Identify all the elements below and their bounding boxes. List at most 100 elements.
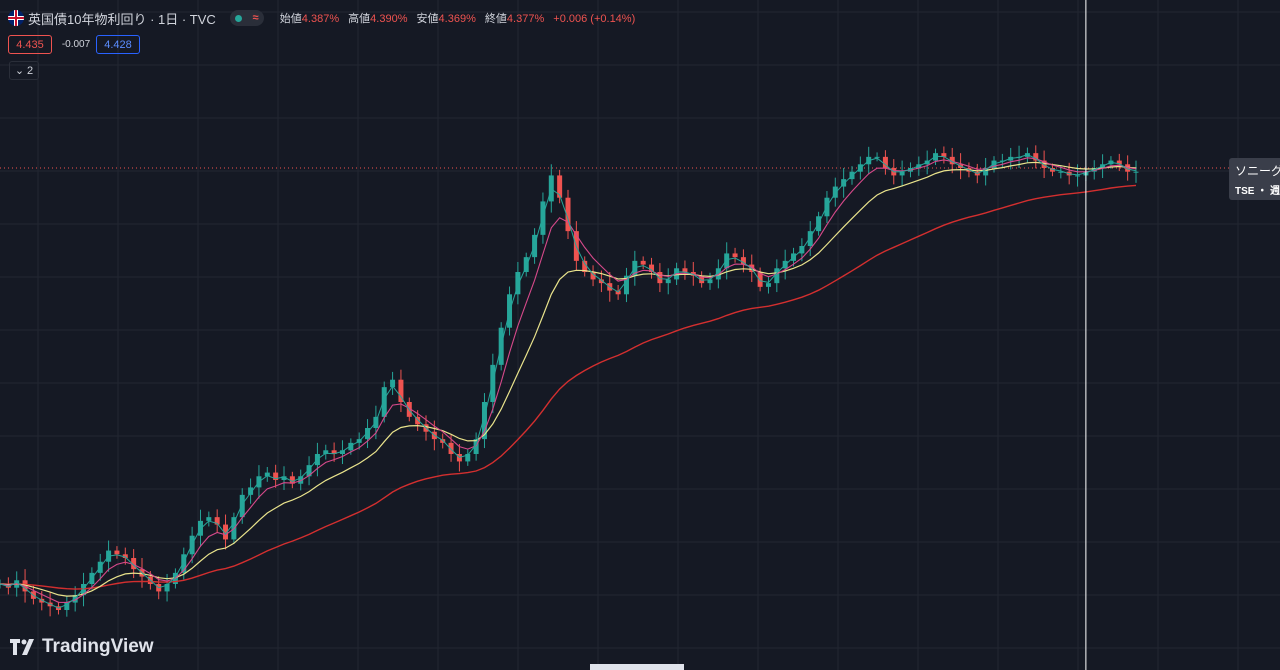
candle-body bbox=[465, 454, 471, 462]
candle-body bbox=[933, 153, 939, 161]
candle-body bbox=[114, 550, 120, 555]
candle-body bbox=[665, 279, 671, 284]
market-open-icon bbox=[235, 14, 243, 22]
low-value: 4.369% bbox=[438, 13, 476, 25]
candle-body bbox=[264, 472, 270, 477]
candle-body bbox=[339, 450, 345, 454]
ma-mid-line bbox=[0, 157, 1137, 603]
candle-body bbox=[807, 231, 813, 246]
candle-body bbox=[448, 442, 454, 454]
candle-body bbox=[415, 416, 421, 425]
candle-body bbox=[72, 595, 78, 603]
tradingview-logo[interactable]: TradingView bbox=[10, 636, 154, 658]
candle-body bbox=[757, 272, 763, 287]
indicator-count: 2 bbox=[27, 64, 34, 77]
candle-body bbox=[381, 387, 387, 417]
candle-body bbox=[557, 175, 563, 198]
candle-body bbox=[64, 602, 70, 610]
candle-body bbox=[223, 524, 229, 540]
candle-body bbox=[122, 554, 128, 558]
candle-body bbox=[999, 160, 1005, 162]
candle-body bbox=[765, 283, 771, 287]
candle-body bbox=[398, 379, 404, 402]
candle-body bbox=[841, 179, 847, 187]
candle-body bbox=[582, 260, 588, 272]
candle-body bbox=[649, 264, 655, 272]
candle-body bbox=[540, 201, 546, 235]
candle-body bbox=[1075, 175, 1081, 177]
candle-body bbox=[899, 171, 905, 176]
candle-body bbox=[81, 584, 87, 596]
buy-price-button[interactable]: 4.428 bbox=[96, 35, 140, 54]
spread-value: -0.007 bbox=[61, 38, 91, 50]
candle-body bbox=[774, 268, 780, 284]
candle-body bbox=[131, 558, 137, 570]
candle-body bbox=[481, 402, 487, 440]
chevron-down-icon: ⌄ bbox=[14, 65, 25, 77]
close-label: 終値 bbox=[484, 13, 507, 25]
candle-body bbox=[1116, 160, 1122, 165]
market-status-pill[interactable]: ≈ bbox=[229, 10, 264, 26]
candle-body bbox=[289, 476, 295, 484]
time-axis-highlight bbox=[590, 664, 684, 670]
high-label: 高値 bbox=[348, 13, 371, 25]
tooltip-exchange: TSE ・ 週 bbox=[1235, 186, 1280, 197]
candle-body bbox=[181, 554, 187, 573]
candle-body bbox=[832, 186, 838, 198]
candle-body bbox=[473, 439, 479, 454]
candle-body bbox=[1125, 164, 1131, 172]
sell-price-button[interactable]: 4.435 bbox=[8, 35, 52, 54]
candle-body bbox=[682, 268, 688, 272]
candle-body bbox=[724, 253, 730, 269]
logo-text: TradingView bbox=[42, 636, 154, 657]
ohlc-readout: 始値4.387% 高値4.390% 安値4.369% 終値4.377% +0.0… bbox=[280, 10, 641, 26]
candle-body bbox=[657, 272, 663, 284]
candle-body bbox=[598, 279, 604, 284]
change-value: +0.006 (+0.14%) bbox=[553, 13, 636, 25]
candle-body bbox=[732, 253, 738, 258]
candle-body bbox=[1033, 153, 1039, 161]
high-value: 4.390% bbox=[370, 13, 408, 25]
close-value: 4.377% bbox=[506, 13, 545, 25]
ma-long-line bbox=[0, 184, 1137, 590]
candle-body bbox=[323, 450, 329, 454]
open-value: 4.387% bbox=[301, 13, 340, 25]
candle-body bbox=[164, 584, 170, 592]
candle-body bbox=[348, 442, 354, 451]
candle-body bbox=[941, 153, 947, 157]
candle-body bbox=[306, 465, 312, 477]
indicators-collapse-button[interactable]: ⌄ 2 bbox=[9, 61, 39, 80]
candle-body bbox=[882, 156, 888, 168]
candle-body bbox=[1041, 160, 1047, 168]
low-label: 安値 bbox=[416, 13, 439, 25]
candle-body bbox=[206, 517, 212, 521]
candle-body bbox=[273, 472, 279, 480]
ma-fast-line bbox=[0, 154, 1137, 609]
symbol-title[interactable]: 英国債10年物利回り · 1日 · TVC bbox=[28, 11, 216, 27]
candle-body bbox=[699, 275, 705, 284]
candle-body bbox=[949, 156, 955, 165]
candle-body bbox=[983, 168, 989, 176]
candle-body bbox=[281, 476, 287, 480]
candle-body bbox=[365, 428, 371, 440]
candle-body bbox=[640, 260, 646, 265]
candle-body bbox=[874, 156, 880, 158]
candle-body bbox=[1058, 171, 1064, 173]
candle-body bbox=[707, 279, 713, 284]
candle-body bbox=[298, 476, 304, 484]
candle-body bbox=[390, 379, 396, 388]
tooltip-name: ソニーグ bbox=[1235, 164, 1280, 178]
candle-body bbox=[523, 257, 529, 272]
tradingview-logo-icon bbox=[10, 639, 34, 655]
candle-body bbox=[5, 584, 11, 588]
candle-body bbox=[1133, 171, 1139, 173]
candle-body bbox=[515, 272, 521, 295]
ma-slow-line bbox=[0, 161, 1137, 597]
chart-header: 英国債10年物利回り · 1日 · TVC ≈ 始値4.387% 高値4.390… bbox=[8, 9, 641, 27]
candle-body bbox=[740, 257, 746, 265]
candle-body bbox=[715, 268, 721, 280]
waves-icon: ≈ bbox=[252, 12, 259, 24]
candle-body bbox=[590, 272, 596, 280]
symbol-tooltip[interactable]: ソニーグ TSE ・ 週 bbox=[1229, 158, 1280, 200]
